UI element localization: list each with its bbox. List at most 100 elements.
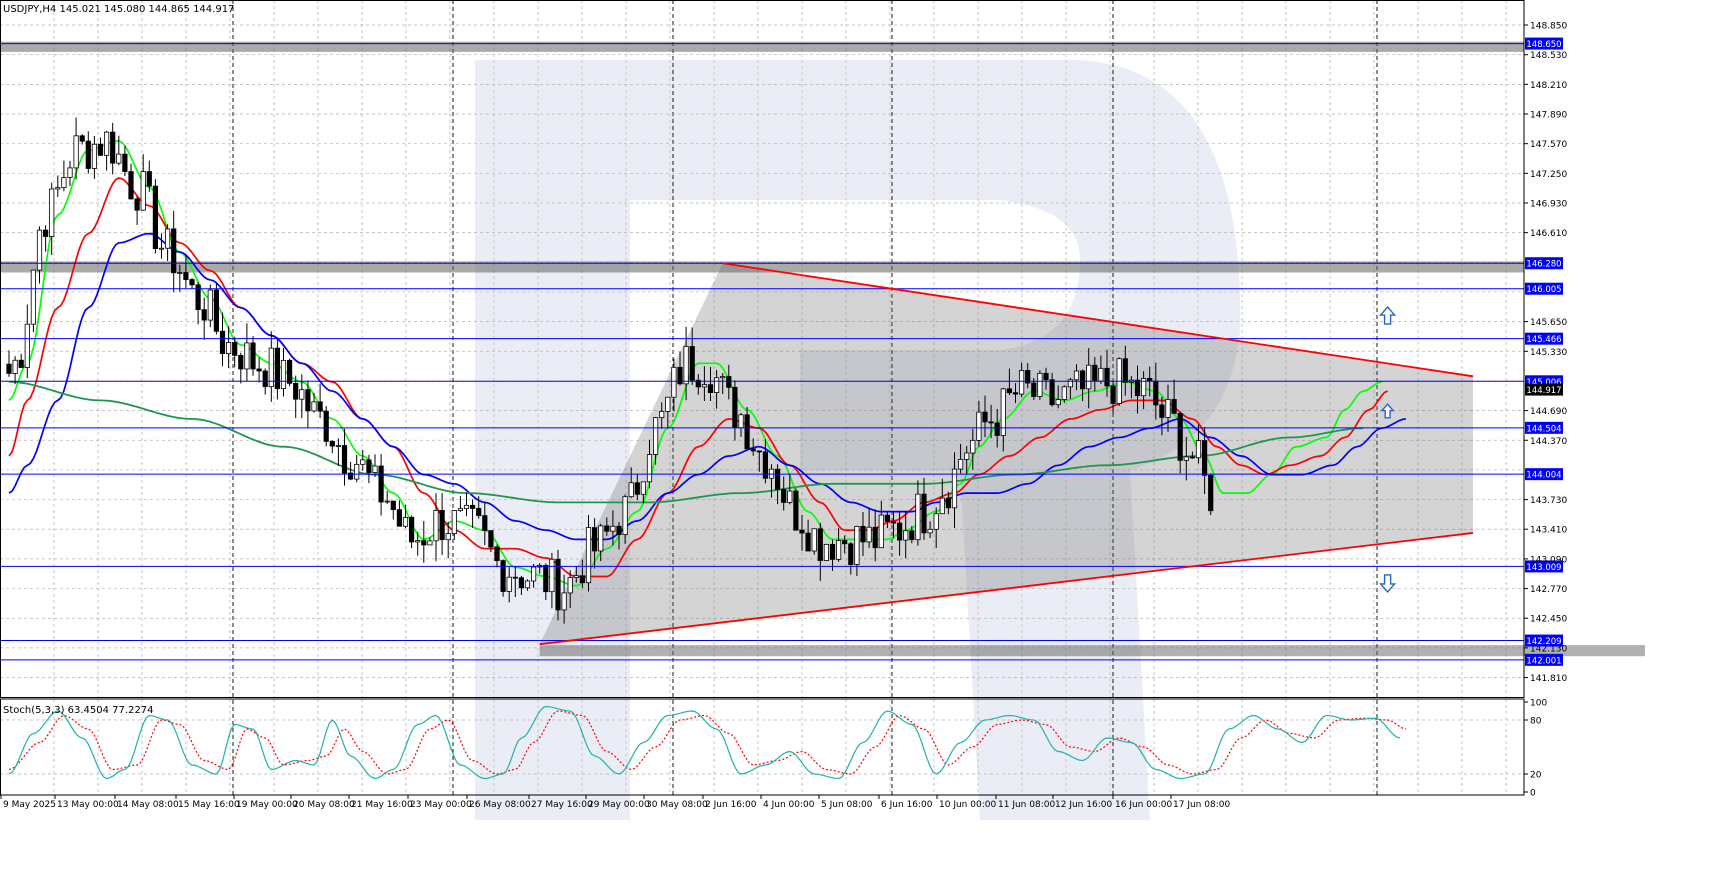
candle-bearish — [128, 171, 134, 200]
level-label: 146.005 — [1526, 285, 1561, 295]
time-tick-label: 4 Jun 00:00 — [763, 800, 815, 810]
candle — [518, 575, 525, 595]
candle — [61, 160, 67, 192]
price-tick-label: 145.330 — [1530, 348, 1567, 358]
candle-bearish — [366, 459, 372, 473]
candle-bullish — [1098, 367, 1104, 382]
candle-bearish — [512, 576, 518, 579]
candle-bearish — [829, 543, 836, 560]
candle — [585, 515, 592, 592]
candle-bearish — [860, 525, 866, 543]
candle-bearish — [842, 540, 848, 545]
candle-bullish — [1019, 370, 1025, 395]
time-tick-label: 2 Jun 16:00 — [705, 800, 757, 810]
candle — [225, 326, 232, 369]
candle — [286, 358, 293, 387]
candle-bullish — [24, 323, 30, 368]
candle-bearish — [79, 135, 85, 142]
candle-bullish — [463, 504, 470, 510]
zone-top — [0, 41, 1524, 52]
time-tick-label: 23 May 00:00 — [410, 800, 472, 810]
candle — [1012, 383, 1019, 404]
price-zones — [0, 41, 1646, 657]
candle — [427, 537, 433, 546]
candle-bearish — [250, 342, 256, 370]
candle — [848, 541, 854, 575]
candle-bearish — [1189, 456, 1195, 459]
candle — [317, 383, 323, 419]
price-tick-label: 142.770 — [1530, 585, 1567, 595]
candle — [433, 493, 439, 562]
chart-frame — [0, 0, 1525, 796]
candle-bearish — [897, 522, 903, 541]
level-label: 145.466 — [1526, 335, 1561, 345]
candle-bullish — [738, 414, 744, 429]
candle-bullish — [622, 496, 628, 535]
candle-bearish — [305, 389, 311, 412]
candle-bearish — [347, 472, 354, 480]
candle-bearish — [1202, 440, 1208, 476]
candle-bullish — [787, 490, 793, 503]
candle — [201, 297, 207, 340]
candle-bullish — [915, 493, 921, 541]
candle-bearish — [152, 185, 158, 250]
candle-bearish — [732, 386, 738, 429]
triangle-fill — [539, 263, 1473, 645]
candle-bullish — [1000, 388, 1006, 436]
candle — [598, 523, 604, 562]
candle-bearish — [256, 368, 262, 372]
candle — [823, 543, 830, 561]
candle — [927, 521, 933, 538]
candle-bullish — [854, 525, 860, 565]
candle-bullish — [207, 289, 213, 321]
candle — [659, 402, 665, 429]
candle — [24, 304, 30, 378]
candle — [305, 380, 311, 429]
candle-bullish — [701, 384, 708, 388]
candle — [524, 579, 531, 591]
candle — [1049, 372, 1055, 407]
candle-bearish — [793, 490, 799, 531]
candle — [183, 256, 189, 288]
price-tick-label: 146.610 — [1530, 229, 1567, 239]
stoch-tick-label: 80 — [1530, 717, 1542, 727]
candle — [1177, 411, 1183, 474]
price-tick-label: 142.130 — [1530, 644, 1567, 654]
candle-bearish — [122, 153, 128, 172]
level-badge-bg — [1525, 332, 1563, 345]
candle-bullish — [354, 463, 360, 480]
zone-support — [539, 645, 1646, 657]
candle-bullish — [659, 410, 665, 419]
candles — [6, 117, 1214, 624]
candle — [164, 224, 171, 262]
candle — [793, 488, 799, 531]
candle — [384, 491, 390, 504]
candle — [323, 406, 329, 447]
candle — [55, 175, 61, 198]
candle-bearish — [408, 516, 415, 543]
candle-bullish — [585, 527, 592, 584]
candle — [146, 160, 152, 192]
candle-bearish — [476, 508, 482, 517]
candle-bullish — [903, 530, 909, 541]
time-tick-label: 26 May 08:00 — [469, 800, 531, 810]
current-price-badge: 144.917 — [1525, 383, 1563, 396]
candle-bullish — [1195, 440, 1202, 459]
candle-bullish — [49, 188, 55, 237]
stoch-main-line — [8, 705, 1400, 780]
candle — [49, 182, 55, 256]
chart-title: USDJPY,H4 145.021 145.080 144.865 144.91… — [3, 4, 234, 15]
candle-bullish — [561, 592, 567, 611]
candle — [903, 511, 909, 559]
candle-bearish — [213, 289, 219, 332]
candle-bullish — [140, 171, 146, 211]
level-badge-bg — [1525, 37, 1563, 50]
candle — [665, 396, 671, 428]
candle-bullish — [433, 510, 439, 542]
level-badge: 148.650 — [1525, 37, 1563, 50]
candle-bearish — [781, 488, 787, 503]
current-price-label: 144.917 — [1526, 386, 1561, 396]
candle — [707, 366, 714, 402]
candle-bearish — [805, 532, 811, 552]
